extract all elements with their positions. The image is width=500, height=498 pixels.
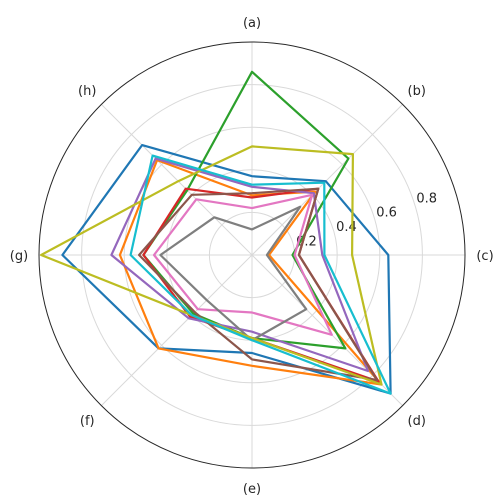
series-line-8	[39, 145, 383, 386]
category-labels: (a) (b) (c) (d) (e) (f) (g) (h)	[10, 16, 494, 497]
category-label: (a)	[243, 16, 261, 31]
rtick-label: 0.4	[336, 220, 357, 235]
series-line-4	[110, 157, 370, 373]
category-label: (d)	[408, 414, 426, 429]
series-line-5	[138, 187, 379, 382]
series-line-0	[61, 144, 392, 395]
category-label: (f)	[80, 414, 95, 429]
spoke-7	[101, 104, 253, 256]
series-line-6	[152, 193, 333, 336]
category-label: (g)	[10, 249, 28, 264]
spoke-1	[251, 104, 403, 256]
outer-frame	[38, 41, 466, 469]
spoke-5	[101, 254, 253, 406]
radar-series	[39, 70, 392, 395]
rtick-label: 0.8	[416, 191, 437, 206]
radar-grid	[38, 41, 466, 469]
category-label: (c)	[476, 249, 493, 264]
series-line-9	[129, 154, 392, 395]
rtick-label: 0.6	[376, 206, 397, 221]
category-label: (b)	[408, 84, 426, 99]
category-label: (e)	[243, 482, 261, 497]
category-label: (h)	[78, 84, 96, 99]
